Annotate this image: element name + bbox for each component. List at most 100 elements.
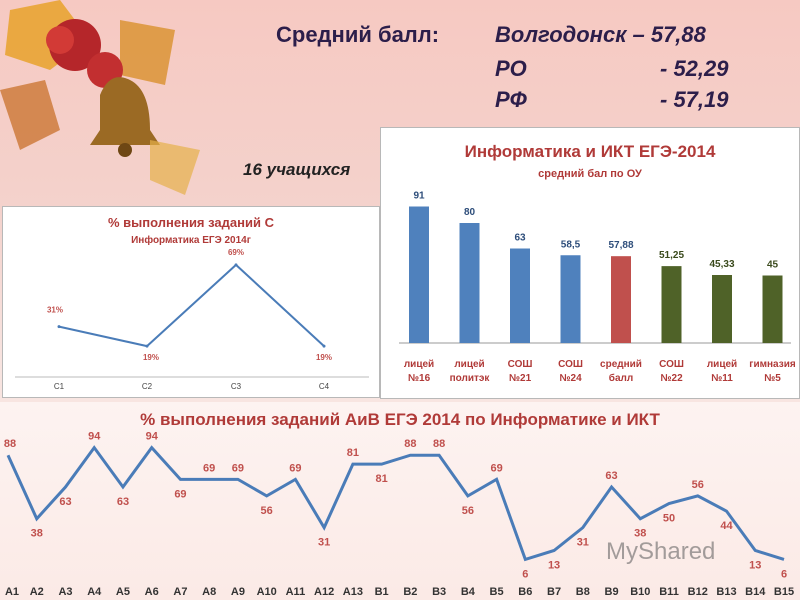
average-row-2-value: - 52,29: [660, 56, 729, 81]
bar-value-label: 45: [767, 260, 779, 271]
c-category-label: C1: [54, 382, 65, 391]
ab-value-label: 50: [663, 513, 675, 525]
ab-category-label: B13: [716, 586, 736, 598]
ab-value-label: 81: [376, 473, 388, 485]
ab-tasks-line-chart: 88 A1 38 A2 63 A3 94 A4 63 A5 94 A6 69 A7 69 A8 69 A9 56 A1…: [4, 431, 794, 598]
bar: [560, 255, 581, 343]
ab-value-label: 38: [634, 528, 646, 540]
average-score-label: Средний балл:: [276, 22, 440, 47]
c-category-label: C2: [142, 382, 153, 391]
c-category-label: C4: [319, 382, 330, 391]
bar-category-label: №5: [764, 373, 781, 384]
ab-value-label: 31: [577, 537, 589, 549]
c-value-label: 19%: [143, 353, 159, 362]
bar-category-label: лицей: [707, 359, 737, 370]
ab-category-label: B12: [688, 586, 708, 598]
ab-value-label: 94: [88, 431, 101, 443]
bar-category-label: СОШ: [558, 359, 583, 370]
ab-category-label: B4: [461, 586, 476, 598]
ab-value-label: 63: [117, 496, 129, 508]
bar: [459, 223, 480, 343]
ab-category-label: A1: [5, 586, 19, 598]
ab-value-label: 56: [692, 479, 704, 491]
watermark: MyShared: [606, 538, 716, 565]
ab-value-label: 94: [146, 431, 159, 443]
ab-category-label: B1: [375, 586, 389, 598]
bar-value-label: 91: [413, 191, 425, 202]
ab-value-label: 88: [4, 438, 16, 450]
ab-category-label: B8: [576, 586, 590, 598]
ab-category-label: B2: [403, 586, 417, 598]
ab-category-label: A13: [343, 586, 363, 598]
ab-value-label: 69: [490, 462, 502, 474]
ab-value-label: 6: [522, 568, 528, 580]
ab-value-label: 69: [174, 488, 186, 500]
ab-value-label: 56: [462, 505, 474, 517]
bell-leaves-icon: [0, 0, 200, 195]
ab-value-label: 69: [232, 462, 244, 474]
bar-category-label: №24: [559, 373, 582, 384]
bar-chart-title: Информатика и ИКТ ЕГЭ-2014: [464, 142, 716, 161]
ab-category-label: A6: [145, 586, 159, 598]
bar: [611, 256, 631, 343]
ab-category-label: B9: [605, 586, 619, 598]
bar-value-label: 57,88: [608, 240, 633, 251]
ab-chart-title: % выполнения заданий АиВ ЕГЭ 2014 по Инф…: [140, 410, 660, 429]
bar-chart-panel: Информатика и ИКТ ЕГЭ-2014 средний бал п…: [380, 127, 800, 399]
students-count: 16 учащихся: [243, 160, 351, 179]
ab-category-label: A2: [30, 586, 44, 598]
c-value-label: 69%: [228, 248, 244, 257]
c-value-label: 31%: [47, 306, 63, 315]
ab-category-label: A3: [58, 586, 72, 598]
ab-value-label: 13: [548, 559, 560, 571]
ab-series-line: [6, 445, 785, 562]
ab-value-label: 88: [404, 438, 416, 450]
ab-category-label: A10: [257, 586, 277, 598]
bar-chart-subtitle: средний бал по ОУ: [538, 168, 642, 180]
ab-value-label: 69: [289, 462, 301, 474]
ab-category-label: A8: [202, 586, 216, 598]
bar-category-label: балл: [609, 372, 633, 384]
ab-category-label: B11: [659, 586, 679, 598]
c-value-label: 19%: [316, 353, 332, 362]
bar-category-label: №22: [660, 373, 683, 384]
c-chart-title: % выполнения заданий С: [108, 215, 274, 230]
ab-category-label: A4: [87, 586, 102, 598]
ab-value-label: 6: [781, 568, 787, 580]
ab-value-label: 63: [605, 470, 617, 482]
ab-category-label: A12: [314, 586, 334, 598]
bar-value-label: 51,25: [659, 250, 684, 261]
autumn-decoration: [0, 0, 215, 200]
ab-value-label: 44: [720, 520, 733, 532]
bar: [409, 206, 429, 343]
bar-value-label: 80: [464, 207, 476, 218]
ab-value-label: 69: [203, 462, 215, 474]
ab-value-label: 88: [433, 438, 445, 450]
bar: [712, 275, 732, 343]
c-category-label: C3: [231, 382, 242, 391]
ab-category-label: A9: [231, 586, 245, 598]
ab-category-label: B10: [630, 586, 650, 598]
average-row-3-value: - 57,19: [660, 87, 729, 112]
ab-value-label: 38: [31, 528, 43, 540]
bar: [762, 275, 783, 343]
ab-value-label: 63: [59, 496, 71, 508]
bar: [510, 248, 530, 343]
ab-value-label: 13: [749, 559, 761, 571]
ab-category-label: A11: [286, 586, 306, 598]
c-tasks-chart-panel: % выполнения заданий С Информатика ЕГЭ 2…: [2, 206, 380, 398]
bar-category-label: лицей: [454, 359, 484, 370]
bar-chart: 91 лицей №16 80 лицей политэк 63 СОШ №21 58,5 СОШ №…: [399, 191, 796, 384]
bar-category-label: средний: [600, 359, 642, 370]
ab-category-label: B5: [490, 586, 504, 598]
bar-value-label: 63: [514, 233, 526, 244]
c-point: [234, 263, 238, 267]
bar: [661, 266, 682, 343]
bar-category-label: №16: [408, 373, 431, 384]
ab-category-label: B7: [547, 586, 561, 598]
ab-category-label: A5: [116, 586, 130, 598]
ab-value-label: 31: [318, 537, 330, 549]
ab-category-label: B15: [774, 586, 794, 598]
average-row-1: Волгодонск – 57,88: [495, 22, 706, 47]
bar-category-label: №21: [509, 373, 532, 384]
